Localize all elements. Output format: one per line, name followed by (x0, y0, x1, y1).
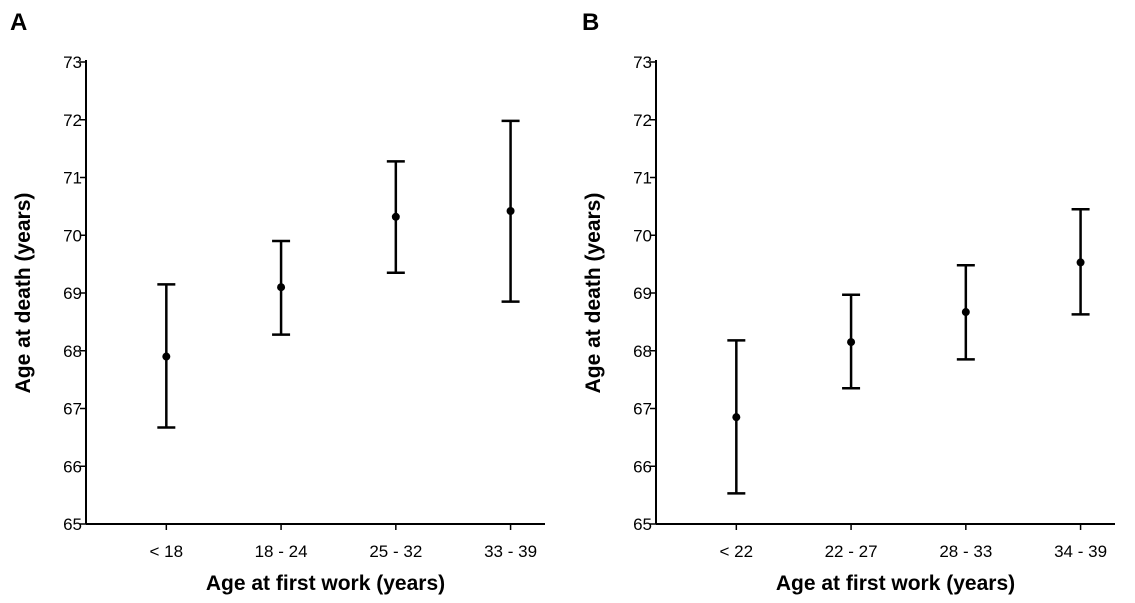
y-tick-label: 66 (633, 457, 652, 476)
x-tick-label: < 18 (150, 542, 184, 561)
data-point (847, 338, 856, 347)
y-axis-label: Age at death (years) (582, 193, 605, 394)
y-axis-label: Age at death (years) (12, 193, 35, 394)
y-tick-label: 73 (63, 53, 82, 72)
y-tick-label: 69 (633, 284, 652, 303)
y-tick-label: 69 (63, 284, 82, 303)
y-tick-label: 68 (633, 342, 652, 361)
y-tick-label: 65 (633, 515, 652, 534)
x-tick-label: 18 - 24 (255, 542, 308, 561)
x-tick-label: 33 - 39 (484, 542, 537, 561)
data-point (391, 212, 400, 221)
y-tick-label: 66 (63, 457, 82, 476)
panel-b: B 65 66 67 68 69 70 71 72 73 < 22 22 - 27 28 - 33 34… (582, 9, 1115, 595)
y-tick-label: 71 (633, 169, 652, 188)
y-tick-label: 65 (63, 515, 82, 534)
x-tick-label: < 22 (720, 542, 754, 561)
y-tick-label: 72 (63, 111, 82, 130)
data-point (277, 283, 286, 292)
data-point (162, 352, 171, 361)
y-tick-label: 73 (633, 53, 652, 72)
x-tick-label: 25 - 32 (369, 542, 422, 561)
y-tick-label: 67 (63, 400, 82, 419)
x-axis-label: Age at first work (years) (206, 572, 445, 595)
x-axis-label: Age at first work (years) (776, 572, 1015, 595)
data-point (1076, 258, 1085, 267)
panel-a: A 65 66 67 68 69 70 71 72 73 < 18 18 - 24 25 - 32 33… (10, 9, 545, 595)
x-tick-label: 28 - 33 (939, 542, 992, 561)
data-point (961, 308, 970, 317)
data-point (506, 206, 515, 215)
y-tick-label: 70 (633, 226, 652, 245)
y-tick-label: 67 (633, 400, 652, 419)
y-tick-label: 68 (63, 342, 82, 361)
y-tick-label: 71 (63, 169, 82, 188)
x-tick-label: 22 - 27 (825, 542, 878, 561)
y-tick-label: 70 (63, 226, 82, 245)
panel-letter-b: B (582, 9, 599, 36)
data-point (732, 413, 741, 422)
x-tick-label: 34 - 39 (1054, 542, 1107, 561)
y-tick-label: 72 (633, 111, 652, 130)
panel-letter-a: A (10, 9, 27, 36)
